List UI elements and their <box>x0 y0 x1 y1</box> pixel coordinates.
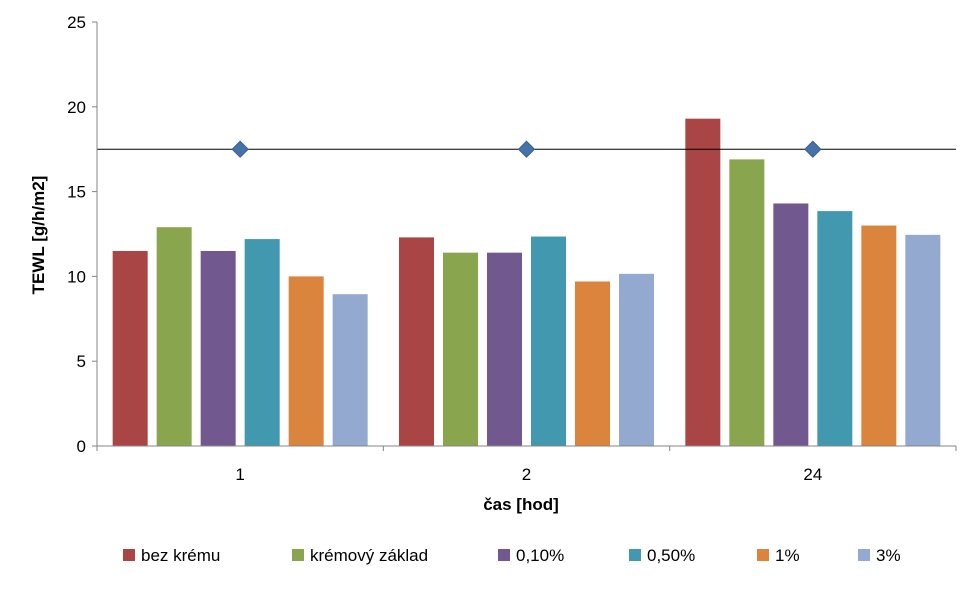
bar <box>443 252 478 446</box>
y-axis-ticks: 0 5 10 15 20 25 <box>67 13 97 456</box>
y-tick-label: 10 <box>67 267 86 286</box>
y-tick-label: 20 <box>67 98 86 117</box>
bar <box>619 273 654 446</box>
bar <box>200 250 236 446</box>
y-tick-label: 0 <box>77 437 86 456</box>
reference-marker <box>517 140 536 158</box>
bar <box>332 294 368 446</box>
bar <box>575 281 610 446</box>
y-tick-label: 15 <box>67 183 86 202</box>
legend: bez krému krémový základ 0,10% 0,50% 1% 3% <box>123 546 901 565</box>
legend-label: 0,10% <box>516 546 564 565</box>
reference-markers <box>231 140 822 158</box>
bar <box>531 236 566 446</box>
bar <box>817 211 853 446</box>
legend-label: 0,50% <box>647 546 695 565</box>
bar <box>905 234 941 446</box>
legend-label: 3% <box>876 546 901 565</box>
bar <box>112 250 148 446</box>
legend-label: krémový základ <box>310 546 428 565</box>
legend-swatch <box>292 549 304 561</box>
x-axis-ticks: 1 2 24 <box>96 446 957 484</box>
legend-label: 1% <box>775 546 800 565</box>
bar <box>773 203 809 446</box>
y-tick-label: 25 <box>67 13 86 32</box>
legend-swatch <box>498 549 510 561</box>
bar <box>729 159 765 446</box>
bar <box>685 118 721 446</box>
legend-label: bez krému <box>141 546 220 565</box>
bar <box>156 227 192 446</box>
x-tick-label: 24 <box>803 465 822 484</box>
bar <box>244 239 280 446</box>
reference-marker <box>231 140 249 158</box>
x-axis-title: čas [hod] <box>483 495 559 514</box>
legend-swatch <box>629 549 641 561</box>
legend-swatch <box>123 549 135 561</box>
y-tick-label: 5 <box>77 352 86 371</box>
x-tick-label: 2 <box>522 465 531 484</box>
x-tick-label: 1 <box>235 465 244 484</box>
legend-swatch <box>757 549 769 561</box>
legend-swatch <box>858 549 870 561</box>
reference-marker <box>804 140 822 158</box>
bars <box>112 118 941 446</box>
bar <box>861 225 897 446</box>
y-axis-title: TEWL [g/h/m2] <box>29 176 48 295</box>
bar <box>487 252 522 446</box>
bar <box>399 237 434 446</box>
bar <box>288 276 324 446</box>
